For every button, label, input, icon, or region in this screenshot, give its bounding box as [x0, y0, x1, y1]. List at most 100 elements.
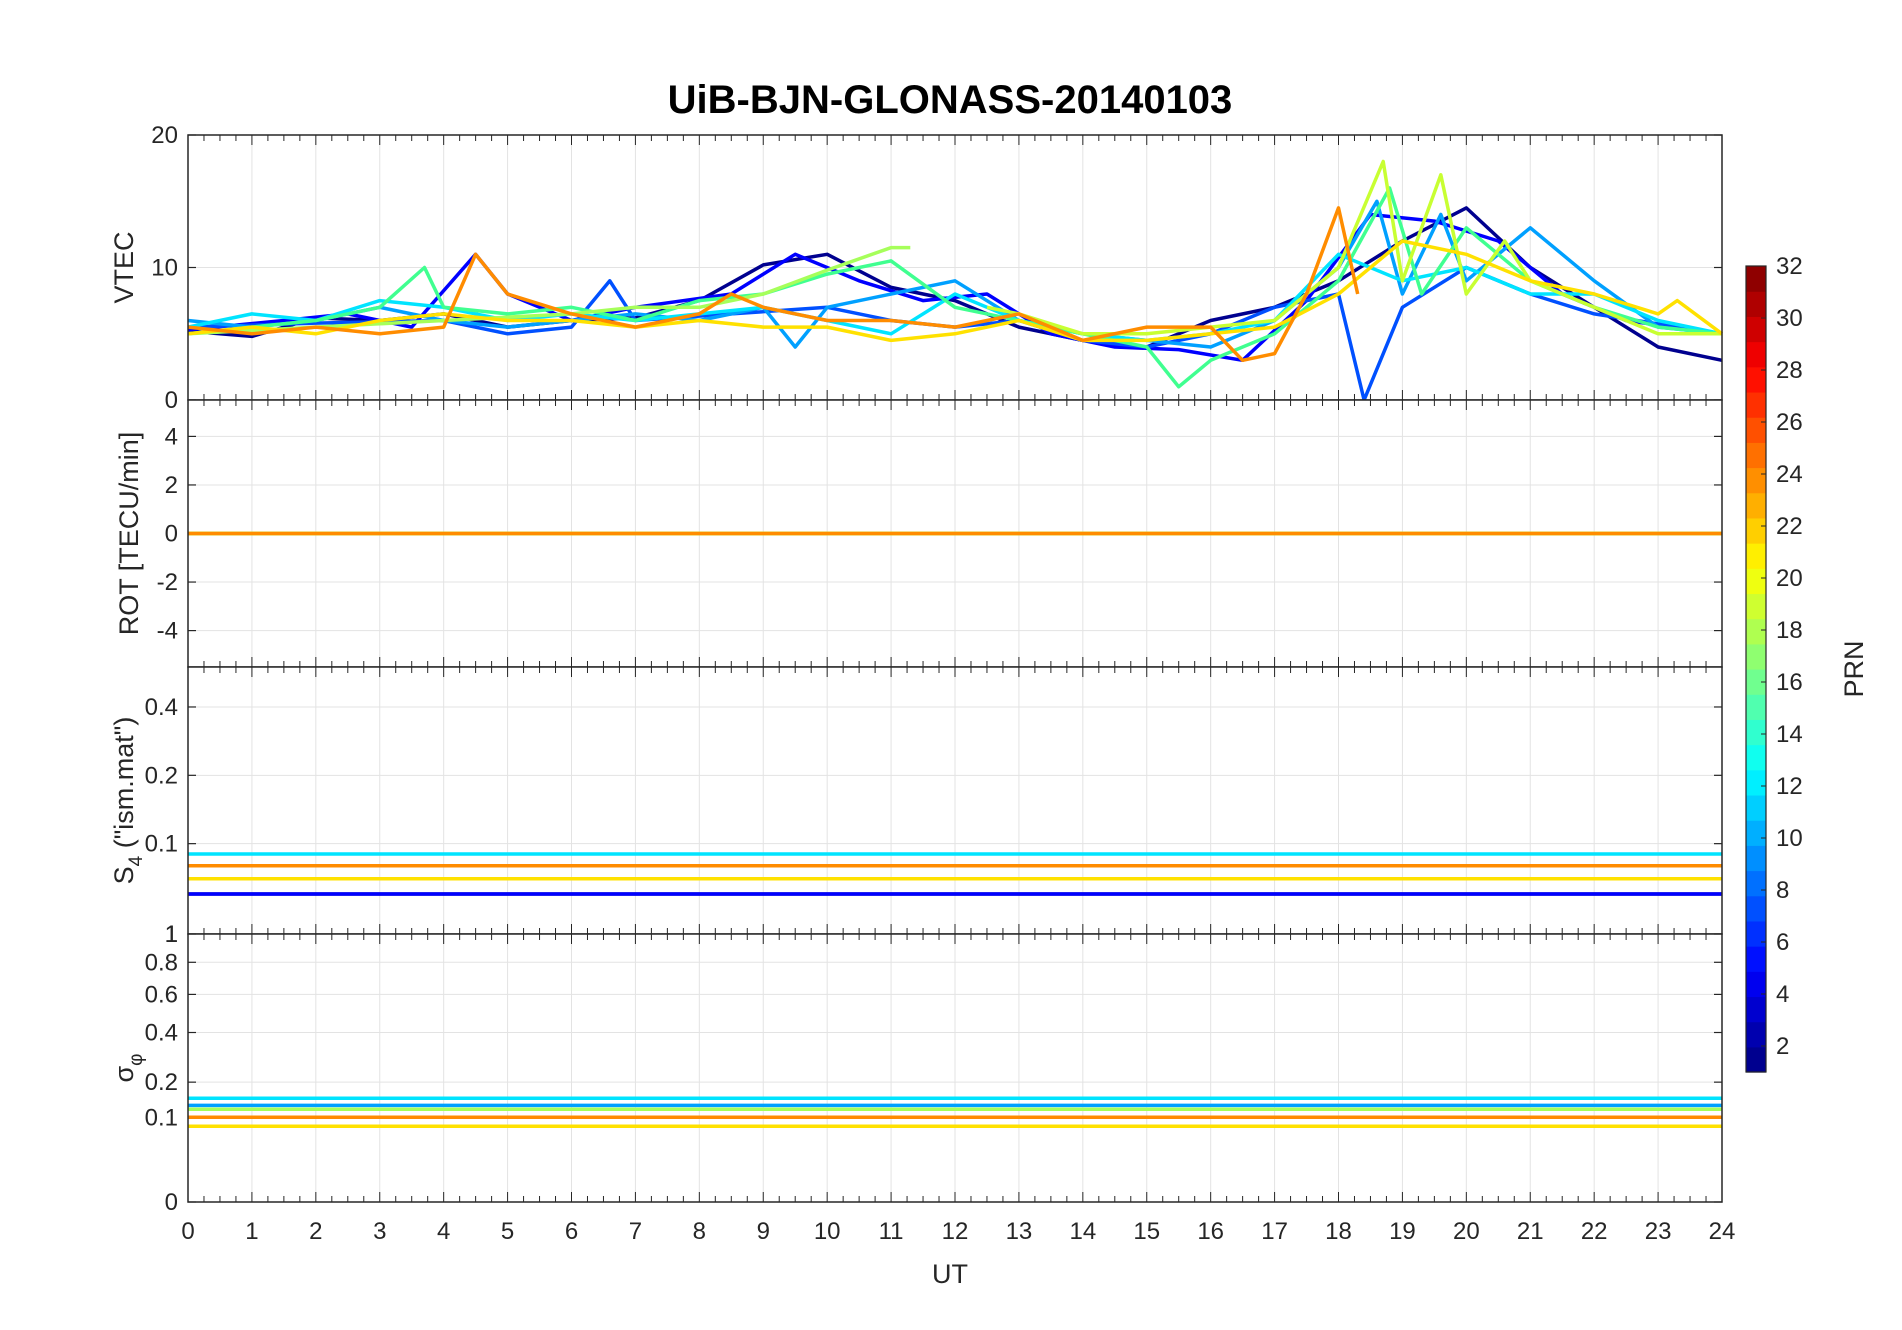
x-tick-label: 4 [437, 1218, 450, 1245]
colorbar-tick-label: 20 [1776, 565, 1803, 592]
x-tick-label: 3 [373, 1218, 386, 1245]
colorbar-segment [1746, 543, 1766, 569]
y-tick-label: 0.1 [145, 1104, 178, 1131]
colorbar-segment [1746, 820, 1766, 846]
y-tick-label: 10 [151, 255, 178, 282]
y-label-subscript: 4 [126, 855, 147, 866]
y-label-main: S [109, 866, 139, 884]
colorbar-segment [1746, 1021, 1766, 1048]
y-axis-label-3: S4 ("ism.mat") [109, 717, 147, 885]
colorbar-segment [1746, 794, 1766, 821]
colorbar-segment [1746, 417, 1766, 443]
chart-title: UiB-BJN-GLONASS-20140103 [668, 78, 1233, 122]
colorbar-segment [1746, 920, 1766, 947]
y-tick-label: 0.4 [145, 1020, 178, 1047]
colorbar-segment [1746, 266, 1766, 292]
colorbar-segment [1746, 1046, 1766, 1073]
panel-3: 0.1 0.2 0.4 1 S4 ("ism.mat") [109, 666, 1723, 948]
colorbar-segment [1746, 366, 1766, 393]
colorbar-segment [1746, 845, 1766, 872]
y-tick-label: -4 [157, 618, 178, 645]
colorbar-tick-label: 24 [1776, 461, 1803, 488]
y-axis-label-4: σφ [109, 1054, 147, 1083]
panel-4-series [188, 1096, 1722, 1128]
y-tick-label: 0.6 [145, 981, 178, 1008]
y-tick-label: 0.2 [145, 1069, 178, 1096]
colorbar-segment [1746, 316, 1766, 343]
y-tick-label: 4 [165, 423, 178, 450]
x-tick-labels: 0 1 2 3 4 5 6 7 8 9 10 11 12 13 14 15 16 17 18 19 20 21 22 23 24 [181, 1218, 1735, 1245]
colorbar-frame [1745, 265, 1767, 1073]
x-tick-label: 9 [757, 1218, 770, 1245]
x-tick-label: 24 [1709, 1218, 1736, 1245]
x-axis-label: UT [932, 1259, 968, 1289]
colorbar-segment [1746, 391, 1766, 418]
y-tick-label: 1 [165, 921, 178, 948]
colorbar-tick-label: 30 [1776, 305, 1803, 332]
colorbar-tick-label: 32 [1776, 253, 1803, 280]
colorbar-label: PRN [1839, 640, 1869, 697]
y-tick-label: 1 [165, 921, 178, 948]
colorbar-tick-label: 10 [1776, 825, 1803, 852]
y-tick-label: 0.1 [145, 831, 178, 858]
x-tick-label: 20 [1453, 1218, 1480, 1245]
colorbar-tick-label: 12 [1776, 773, 1803, 800]
colorbar-tick-label: 14 [1776, 721, 1803, 748]
colorbar-segment [1746, 291, 1766, 317]
y-tick-label: 0 [165, 521, 178, 548]
x-tick-label: 10 [814, 1218, 841, 1245]
x-tick-label: 0 [181, 1218, 194, 1245]
x-tick-label: 1 [245, 1218, 258, 1245]
colorbar-tick-label: 28 [1776, 357, 1803, 384]
colorbar-tick-label: 16 [1776, 669, 1803, 696]
colorbar-segment [1746, 593, 1766, 620]
y-axis-label-2: ROT [TECU/min] [114, 432, 144, 636]
colorbar-segment [1746, 568, 1766, 595]
colorbar-tick-label: 18 [1776, 617, 1803, 644]
y-tick-label: -2 [157, 569, 178, 596]
colorbar-segment [1746, 744, 1766, 771]
colorbar-segment [1746, 996, 1766, 1023]
colorbar-segment [1746, 769, 1766, 796]
colorbar-segment [1746, 442, 1766, 469]
colorbar-segment [1746, 971, 1766, 998]
colorbar-segment [1746, 492, 1766, 519]
series-line-prn-23 [187, 206, 1360, 363]
series-line-prn-17 [187, 245, 911, 336]
panel-2: -4 -2 0 2 4 ROT [TECU/min] [114, 399, 1723, 668]
x-tick-label: 12 [942, 1218, 969, 1245]
colorbar-segment [1746, 719, 1766, 746]
colorbar-tick-label: 22 [1776, 513, 1803, 540]
x-tick-label: 17 [1261, 1218, 1288, 1245]
x-tick-label: 19 [1389, 1218, 1416, 1245]
x-tick-label: 22 [1581, 1218, 1608, 1245]
y-tick-label: 0.8 [145, 949, 178, 976]
colorbar-segment [1746, 467, 1766, 494]
y-tick-label: 0.2 [145, 762, 178, 789]
y-tick-label: 0 [165, 1189, 178, 1216]
x-tick-label: 2 [309, 1218, 322, 1245]
y-tick-label: 20 [151, 122, 178, 149]
x-tick-label: 15 [1133, 1218, 1160, 1245]
panel-1: 0 10 20 VTEC [109, 122, 1724, 414]
panel-3-series [188, 852, 1722, 896]
panel-1-series [187, 159, 1724, 402]
colorbar-segment [1746, 669, 1766, 695]
x-tick-label: 16 [1197, 1218, 1224, 1245]
y-tick-label: 0 [165, 387, 178, 414]
x-tick-label: 18 [1325, 1218, 1352, 1245]
y-tick-label: 2 [165, 472, 178, 499]
colorbar-tick-label: 6 [1776, 929, 1789, 956]
x-tick-label: 21 [1517, 1218, 1544, 1245]
x-tick-label: 11 [879, 1218, 904, 1245]
colorbar-tick-label: 8 [1776, 877, 1789, 904]
colorbar-segment [1746, 517, 1766, 544]
y-label-subscript: φ [126, 1054, 147, 1066]
y-label-rest: ("ism.mat") [109, 717, 139, 856]
colorbar-segment [1746, 618, 1766, 645]
x-tick-label: 7 [629, 1218, 642, 1245]
x-tick-label: 14 [1069, 1218, 1096, 1245]
colorbar-tick-label: 2 [1776, 1033, 1789, 1060]
y-tick-label: 0.4 [145, 694, 178, 721]
